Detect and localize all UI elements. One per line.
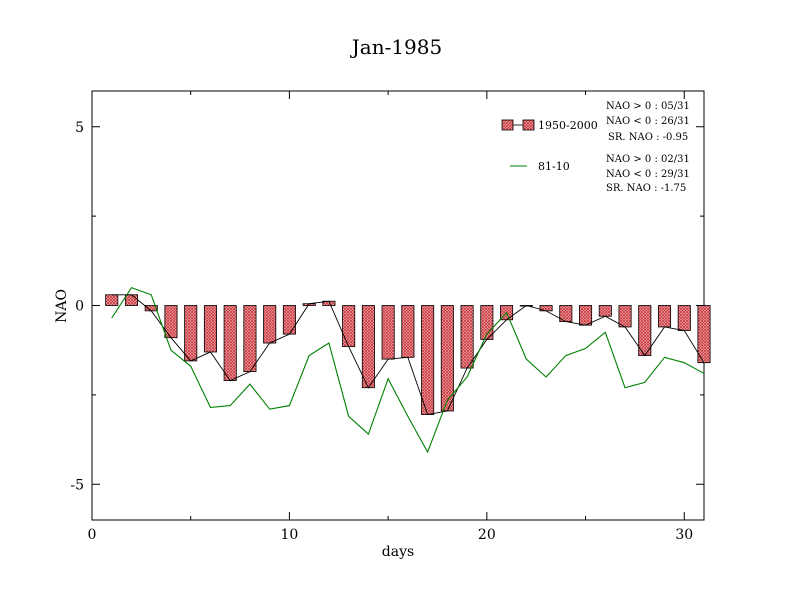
bar-day-30: [677, 305, 691, 331]
legend-swatch-bar-2: [522, 119, 535, 131]
bar-day-27: [618, 305, 632, 328]
legend-label-1950-2000: 1950-2000: [538, 119, 598, 132]
line-81-10: [111, 286, 705, 454]
bar-series-connector: [111, 294, 705, 416]
y-tick-label: 0: [75, 299, 84, 315]
stat-1950-nao-negative: NAO < 0 : 26/31: [606, 116, 690, 127]
chart-title: Jan-1985: [350, 35, 442, 59]
x-tick-label: 30: [675, 527, 693, 543]
x-tick-label: 20: [478, 527, 496, 543]
y-axis-label: NAO: [54, 289, 70, 323]
bar-day-31: [697, 305, 711, 364]
bar-connector-line: [111, 294, 705, 416]
stat-1950-nao-positive: NAO > 0 : 05/31: [606, 101, 690, 112]
bar-day-19: [460, 305, 474, 369]
axes: 0 10 20 30 -5 0 5: [70, 91, 704, 543]
bar-day-28: [638, 305, 652, 356]
bar-day-13: [342, 305, 356, 348]
bar-day-6: [203, 305, 217, 353]
bar-day-15: [381, 305, 395, 360]
bar-day-16: [401, 305, 415, 358]
bar-day-4: [164, 305, 178, 339]
legend-swatch-bar-1: [501, 119, 514, 131]
x-axis-label: days: [382, 544, 414, 560]
bar-day-14: [361, 305, 375, 389]
stat-8110-nao-negative: NAO < 0 : 29/31: [606, 169, 690, 180]
bar-day-17: [421, 305, 435, 415]
bar-series-1950-2000: [105, 294, 711, 415]
y-tick-label: -5: [70, 477, 84, 493]
bar-day-29: [657, 305, 672, 328]
bar-day-26: [598, 305, 612, 317]
stat-8110-nao-positive: NAO > 0 : 02/31: [606, 154, 690, 165]
legend-label-81-10: 81-10: [538, 160, 570, 173]
stat-1950-sr-nao: SR. NAO : -0.95: [608, 132, 688, 143]
bar-day-2: [124, 294, 139, 306]
legend: 1950-2000 81-10: [501, 119, 598, 173]
x-tick-label: 10: [281, 527, 299, 543]
bar-day-8: [243, 305, 257, 373]
bar-day-7: [223, 305, 237, 381]
bar-day-5: [184, 305, 198, 362]
bar-day-1: [105, 294, 119, 306]
x-tick-label: 0: [88, 527, 97, 543]
bar-day-25: [579, 305, 593, 326]
bar-day-10: [282, 305, 296, 335]
stats-annotations: NAO > 0 : 05/31 NAO < 0 : 26/31 SR. NAO …: [606, 101, 690, 194]
stat-8110-sr-nao: SR. NAO : -1.75: [606, 183, 686, 194]
bar-day-9: [263, 305, 277, 344]
y-tick-label: 5: [75, 120, 84, 136]
line-series-81-10: [111, 286, 705, 454]
